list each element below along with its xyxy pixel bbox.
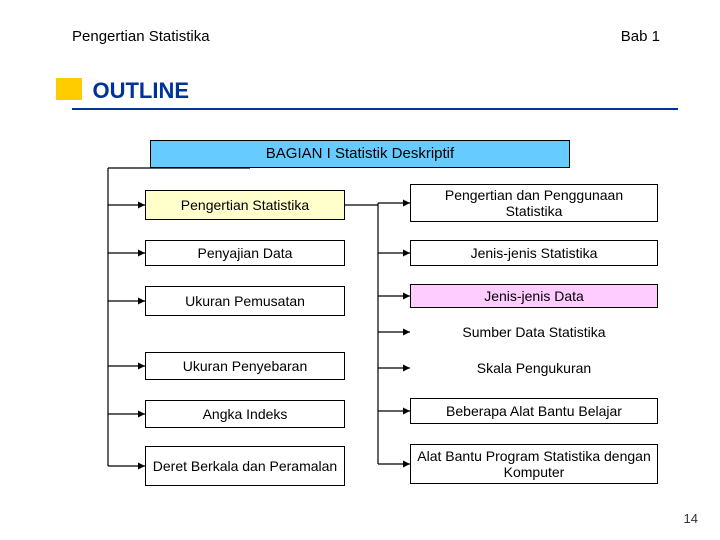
outline-bullet-icon [56, 78, 82, 100]
right-box-5: Beberapa Alat Bantu Belajar [410, 398, 658, 424]
header-row: Pengertian Statistika Bab 1 [72, 28, 660, 45]
right-box-4: Skala Pengukuran [410, 356, 658, 380]
page-number: 14 [684, 511, 698, 526]
left-box-0: Pengertian Statistika [145, 190, 345, 220]
right-box-2: Jenis-jenis Data [410, 284, 658, 308]
header-right: Bab 1 [621, 28, 660, 45]
outline-heading: OUTLINE [56, 78, 189, 104]
outline-label: OUTLINE [92, 78, 189, 104]
right-box-0: Pengertian dan Penggunaan Statistika [410, 184, 658, 222]
left-box-2: Ukuran Pemusatan [145, 286, 345, 316]
left-box-1: Penyajian Data [145, 240, 345, 266]
right-box-1: Jenis-jenis Statistika [410, 240, 658, 266]
left-box-4: Angka Indeks [145, 400, 345, 428]
outline-underline [72, 108, 678, 110]
left-box-5: Deret Berkala dan Peramalan [145, 446, 345, 486]
left-box-3: Ukuran Penyebaran [145, 352, 345, 380]
section-title-box: BAGIAN I Statistik Deskriptif [150, 140, 570, 168]
right-box-3: Sumber Data Statistika [410, 320, 658, 344]
right-box-6: Alat Bantu Program Statistika dengan Kom… [410, 444, 658, 484]
header-left: Pengertian Statistika [72, 28, 210, 45]
